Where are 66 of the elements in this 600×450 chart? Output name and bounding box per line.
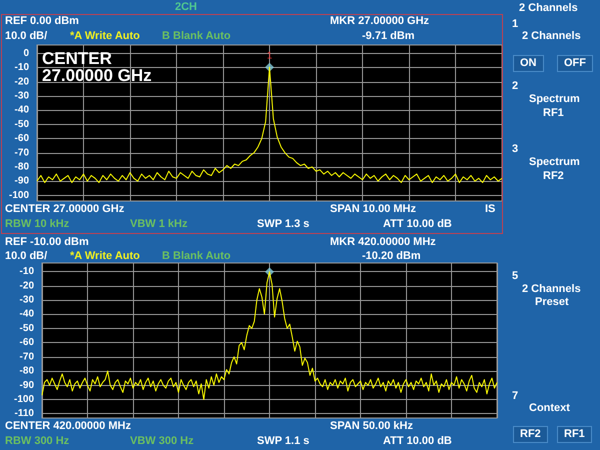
text: RF2 <box>513 426 548 443</box>
text: ON <box>513 55 544 72</box>
text: VBW 1 kHz <box>130 218 188 231</box>
text: -10.20 dBm <box>362 250 421 263</box>
text: ATT 10.00 dB <box>383 218 452 231</box>
text: Context <box>529 402 570 415</box>
text: 10.0 dB/ <box>5 30 48 43</box>
text: 2 Channels <box>522 283 581 296</box>
text: ATT 10.00 dB <box>383 435 452 448</box>
text: *A Write Auto <box>70 30 140 43</box>
y-tick-label: -90 <box>20 380 34 391</box>
text: Spectrum <box>529 93 580 106</box>
y-tick-label: -70 <box>14 147 30 158</box>
y-tick-label: -90 <box>14 176 30 187</box>
text: IS <box>485 203 496 216</box>
y-tick-label: -10 <box>20 266 34 278</box>
text: SPAN 10.00 MHz <box>330 203 416 216</box>
text: OFF <box>557 55 593 72</box>
text: RF2 <box>543 170 564 183</box>
text: Spectrum <box>529 156 580 169</box>
text: *A Write Auto <box>70 250 140 263</box>
y-tick-label: -20 <box>20 280 34 292</box>
y-tick-label: -40 <box>14 104 30 116</box>
text: 10.0 dB/ <box>5 250 48 263</box>
text: B Blank Auto <box>162 250 231 263</box>
y-tick-label: 0 <box>23 48 30 60</box>
text: 2 Channels <box>522 30 581 43</box>
text: RBW 300 Hz <box>5 435 70 448</box>
text: SWP 1.1 s <box>257 435 310 448</box>
y-tick-label: -100 <box>8 190 30 201</box>
text: REF -10.00 dBm <box>5 236 89 249</box>
y-tick-label: -50 <box>14 118 30 130</box>
y-tick-label: -20 <box>14 76 30 88</box>
text: 3 <box>512 143 518 156</box>
text: Preset <box>535 296 569 309</box>
text: -9.71 dBm <box>362 30 415 43</box>
text: MKR 420.00000 MHz <box>330 236 436 249</box>
text: SWP 1.3 s <box>257 218 310 231</box>
y-tick-label: -60 <box>20 337 34 348</box>
y-tick-label: -60 <box>14 133 30 144</box>
chart-title: 2CH <box>175 1 198 14</box>
y-tick-label: -30 <box>20 294 34 306</box>
text: MKR 27.00000 GHz <box>330 15 430 28</box>
y-tick-label: -40 <box>20 308 34 320</box>
text: CENTER 420.00000 MHz <box>5 420 131 433</box>
y-tick-label: -80 <box>14 161 30 172</box>
text: VBW 300 Hz <box>130 435 194 448</box>
text: RF1 <box>557 426 592 443</box>
y-tick-label: -100 <box>14 394 34 406</box>
y-tick-label: -10 <box>14 62 30 74</box>
y-tick-label: -80 <box>20 366 34 377</box>
text: CENTER 27.00000 GHz <box>5 203 124 216</box>
text: 2 <box>512 80 518 93</box>
y-tick-label: -30 <box>14 90 30 102</box>
y-tick-label: -70 <box>20 351 34 362</box>
text: SPAN 50.00 kHz <box>330 420 413 433</box>
text: RF1 <box>543 107 564 120</box>
text: 5 <box>512 270 518 283</box>
text: REF 0.00 dBm <box>5 15 79 28</box>
y-tick-label: -50 <box>20 322 34 334</box>
text: 2 Channels <box>519 2 578 15</box>
y-tick-label: -110 <box>14 408 34 420</box>
text: RBW 10 kHz <box>5 218 70 231</box>
text: 1 <box>512 18 518 31</box>
text: B Blank Auto <box>162 30 231 43</box>
text: 7 <box>512 390 518 403</box>
